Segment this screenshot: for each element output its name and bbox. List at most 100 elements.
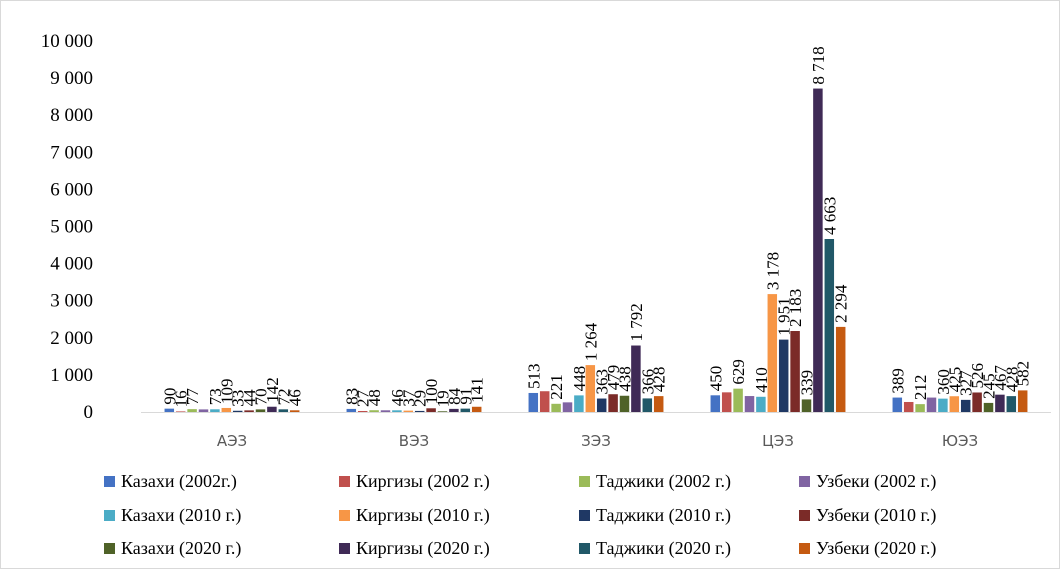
bar-3-1 — [187, 409, 197, 412]
bar-5-1 — [210, 409, 220, 412]
bar-7-1 — [232, 410, 243, 412]
data-label: 526 — [968, 363, 987, 389]
bar-4-1 — [198, 409, 209, 412]
data-label: 479 — [604, 365, 623, 391]
bar-1-3 — [528, 392, 539, 412]
data-label: 8 718 — [809, 46, 828, 84]
data-label: 428 — [1002, 367, 1021, 393]
bar-4-2 — [380, 410, 391, 412]
y-tick-label: 3 000 — [50, 291, 93, 312]
y-tick-label: 5 000 — [50, 217, 93, 238]
bar-9-3 — [619, 395, 630, 412]
bar-4-3 — [562, 402, 573, 412]
bar-12-4 — [835, 326, 846, 412]
legend-label: Казахи (2020 г.) — [121, 538, 241, 559]
bar-10-4 — [813, 88, 823, 413]
data-label: 72 — [274, 388, 293, 405]
bar-10-1 — [267, 406, 277, 412]
bar-8-2 — [426, 408, 436, 412]
bar-10-5 — [995, 394, 1005, 412]
legend-label: Узбеки (2010 г.) — [816, 505, 936, 526]
data-label: 448 — [570, 366, 589, 392]
category-label: ЮЭЗ — [942, 432, 978, 450]
data-label: 46 — [286, 389, 305, 406]
bar-11-5 — [1006, 396, 1017, 412]
data-label: 70 — [252, 388, 271, 405]
y-tick-label: 8 000 — [50, 105, 93, 126]
legend-label: Киргизы (2020 г.) — [356, 538, 490, 559]
bar-5-3 — [574, 395, 584, 412]
bar-12-3 — [653, 396, 664, 412]
bar-1-2 — [346, 408, 357, 412]
bar-1-5 — [892, 397, 903, 412]
bar-7-2 — [414, 410, 425, 412]
data-label: 84 — [445, 387, 464, 405]
bar-1-1 — [164, 408, 175, 412]
data-label: 438 — [616, 366, 635, 392]
data-label: 109 — [217, 378, 236, 403]
data-label: 1 264 — [581, 322, 600, 361]
bar-9-5 — [983, 402, 994, 412]
data-label: 410 — [752, 367, 771, 393]
bar-8-3 — [608, 394, 618, 412]
bar-11-1 — [278, 409, 289, 412]
bar-6-2 — [403, 410, 414, 412]
data-label: 37 — [399, 389, 418, 407]
legend-label: Таджики (2002 г.) — [596, 471, 731, 492]
bar-2-4 — [721, 392, 732, 412]
data-label: 221 — [547, 374, 566, 400]
legend-label: Таджики (2020 г.) — [596, 538, 731, 559]
bar-8-1 — [244, 410, 254, 412]
bar-8-4 — [790, 331, 800, 412]
data-label: 450 — [706, 366, 725, 392]
category-label: ВЭЗ — [399, 432, 429, 450]
category-label: ЗЭЗ — [581, 432, 611, 450]
legend-swatch — [339, 476, 350, 487]
legend-swatch — [799, 543, 810, 554]
bar-5-5 — [938, 398, 948, 412]
legend-label: Казахи (2002г.) — [121, 471, 237, 492]
bar-5-4 — [756, 396, 766, 412]
bar-7-5 — [960, 399, 971, 412]
bar-7-3 — [596, 398, 607, 412]
data-label: 2 294 — [832, 284, 851, 323]
bar-4-4 — [744, 396, 755, 412]
bar-2-1 — [175, 411, 186, 412]
y-tick-label: 1 000 — [50, 365, 93, 386]
bar-6-3 — [585, 365, 596, 412]
bar-11-3 — [642, 398, 653, 412]
y-tick-label: 2 000 — [50, 328, 93, 349]
data-label: 141 — [468, 377, 487, 403]
data-label: 83 — [342, 388, 361, 405]
y-tick-label: 6 000 — [50, 179, 93, 200]
data-label: 4 663 — [820, 197, 839, 235]
data-label: 29 — [411, 390, 430, 407]
bar-3-5 — [915, 404, 925, 412]
legend-swatch — [339, 543, 350, 554]
bar-5-2 — [392, 410, 402, 412]
bar-9-2 — [437, 411, 448, 412]
bar-6-4 — [767, 294, 778, 412]
data-label: 339 — [798, 370, 817, 396]
y-tick-label: 4 000 — [50, 254, 93, 275]
bar-3-3 — [551, 403, 561, 412]
bar-12-5 — [1017, 390, 1028, 412]
bar-2-5 — [903, 401, 914, 412]
data-label: 142 — [263, 377, 282, 403]
data-label: 27 — [354, 389, 373, 407]
data-label: 582 — [1014, 361, 1033, 387]
y-tick-label: 7 000 — [50, 142, 93, 163]
category-label: ЦЭЗ — [762, 432, 794, 450]
legend-label: Казахи (2010 г.) — [121, 505, 241, 526]
data-label: 77 — [183, 388, 202, 406]
data-label: 360 — [934, 369, 953, 395]
data-label: 100 — [422, 379, 441, 405]
legend-swatch — [579, 510, 590, 521]
data-label: 33 — [229, 390, 248, 407]
data-label: 513 — [524, 363, 543, 389]
bar-8-5 — [972, 392, 982, 412]
bar-12-1 — [289, 410, 300, 412]
legend-swatch — [579, 543, 590, 554]
legend-swatch — [339, 510, 350, 521]
